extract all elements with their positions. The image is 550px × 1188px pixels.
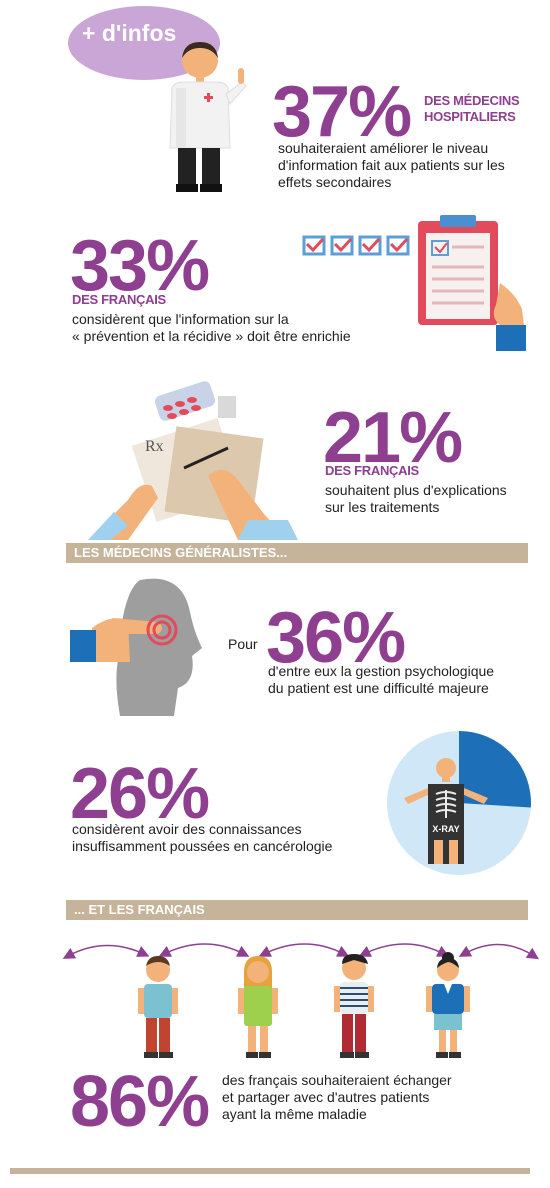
footer-rule bbox=[10, 1168, 530, 1174]
stat-33-label: DES FRANÇAIS bbox=[72, 292, 166, 307]
stat-26-percent: 26% bbox=[70, 754, 210, 834]
stat-33-percent: 33% bbox=[70, 226, 210, 306]
stat-26-text: considèrent avoir des connaissances insuf… bbox=[72, 821, 333, 854]
person-4-illustration bbox=[426, 952, 470, 1058]
infos-badge-label: + d'infos bbox=[82, 20, 177, 46]
stat-86-text: des français souhaiteraient échanger et p… bbox=[222, 1072, 452, 1122]
stat-21-label: DES FRANÇAIS bbox=[325, 463, 419, 478]
rx-symbol: Rx bbox=[145, 438, 164, 455]
xray-pie-illustration: X-RAY bbox=[387, 731, 531, 875]
head-illustration bbox=[70, 578, 202, 716]
doctor-illustration bbox=[169, 42, 247, 192]
stat-37-text: souhaiteraient améliorer le niveau d'inf… bbox=[278, 140, 505, 190]
stat-37-percent: 37% bbox=[272, 72, 412, 152]
pie-slice bbox=[459, 731, 531, 808]
stat-37-label: DES MÉDECINS HOSPITALIERS bbox=[424, 93, 520, 124]
xray-label: X-RAY bbox=[432, 824, 459, 834]
stat-36-text: d'entre eux la gestion psychologique du p… bbox=[268, 663, 495, 696]
prescription-illustration bbox=[88, 381, 298, 540]
person-1-illustration bbox=[138, 956, 178, 1058]
stat-21-text: souhaitent plus d'explications sur les tr… bbox=[325, 482, 507, 515]
stat-86-percent: 86% bbox=[70, 1062, 210, 1142]
stat-36-prefix: Pour bbox=[228, 636, 258, 652]
exchange-arrows bbox=[62, 943, 540, 960]
person-2-illustration bbox=[238, 956, 278, 1058]
section-band-francais: ... ET LES FRANÇAIS bbox=[66, 900, 528, 920]
person-3-illustration bbox=[334, 954, 374, 1058]
section-band-generalistes: LES MÉDECINS GÉNÉRALISTES... bbox=[66, 543, 528, 563]
checklist-illustration bbox=[302, 215, 526, 351]
stat-33-text: considèrent que l'information sur la « pr… bbox=[72, 311, 351, 344]
stat-36-percent: 36% bbox=[266, 598, 406, 678]
stat-21-percent: 21% bbox=[323, 398, 463, 478]
